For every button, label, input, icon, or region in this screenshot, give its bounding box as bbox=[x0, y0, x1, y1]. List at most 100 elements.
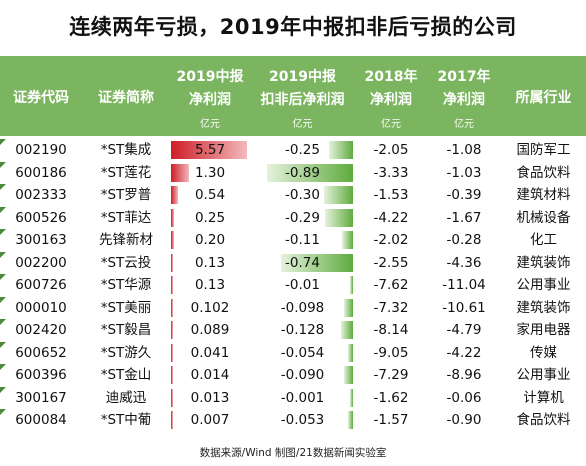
row-marker-icon bbox=[0, 139, 6, 145]
cell-industry: 建筑材料 bbox=[516, 187, 571, 203]
header-code: 证券代码 bbox=[13, 90, 69, 106]
cell-industry: 计算机 bbox=[523, 389, 564, 406]
net2019-bar bbox=[171, 343, 173, 362]
cell-name: *ST华源 bbox=[100, 277, 152, 293]
cell-net2018: -2.02 bbox=[373, 232, 409, 248]
table-row: 002190 *ST集成 5.57 -0.25 -2.05 -1.08 国防军工 bbox=[0, 139, 586, 162]
cell-industry: 建筑装饰 bbox=[516, 299, 571, 316]
cell-industry: 食品饮料 bbox=[516, 164, 571, 181]
ded2019-bar bbox=[324, 208, 353, 227]
table-row: 002200 *ST云投 0.13 -0.74 -2.55 -4.36 建筑装饰 bbox=[0, 251, 586, 275]
cell-ded2019: -0.001 bbox=[280, 389, 325, 406]
net2019-bar bbox=[171, 208, 175, 227]
ded2019-bar bbox=[342, 231, 353, 249]
row-marker-icon bbox=[0, 274, 6, 280]
table-row: 600396 *ST金山 0.014 -0.090 -7.29 -8.96 公用事业 bbox=[0, 364, 586, 387]
cell-code: 002333 bbox=[15, 187, 67, 203]
cell-ded2019: -0.30 bbox=[285, 187, 320, 203]
net2019-bar bbox=[171, 366, 173, 384]
cell-net2017: -0.39 bbox=[446, 187, 482, 203]
ded2019-bar bbox=[267, 163, 353, 182]
row-marker-icon bbox=[0, 364, 6, 370]
cell-net2019: 0.25 bbox=[194, 209, 226, 226]
cell-ded2019: -0.25 bbox=[285, 142, 320, 158]
cell-industry: 食品饮料 bbox=[516, 412, 571, 428]
table-row: 300167 迪威迅 0.013 -0.001 -1.62 -0.06 计算机 bbox=[0, 386, 586, 410]
cell-net2019: 0.014 bbox=[190, 367, 230, 383]
cell-name: *ST菲达 bbox=[100, 209, 152, 226]
cell-code: 002420 bbox=[15, 322, 67, 338]
cell-industry: 公用事业 bbox=[516, 277, 571, 293]
net2019-bar bbox=[171, 411, 173, 429]
header-ded2019: 2019中报 扣非后净利润 亿元 bbox=[260, 69, 345, 130]
header-industry: 所属行业 bbox=[515, 90, 572, 106]
net2019-bar bbox=[171, 253, 173, 272]
cell-ded2019: -0.098 bbox=[280, 299, 325, 316]
cell-industry: 传媒 bbox=[530, 344, 557, 361]
row-marker-icon bbox=[0, 161, 6, 168]
cell-name: *ST游久 bbox=[100, 344, 152, 361]
cell-industry: 建筑装饰 bbox=[516, 254, 571, 271]
ded2019-bar bbox=[281, 253, 353, 272]
cell-net2018: -9.05 bbox=[373, 344, 409, 361]
cell-net2018: -7.29 bbox=[373, 367, 409, 383]
cell-net2017: -11.04 bbox=[442, 277, 486, 293]
cell-net2019: 0.089 bbox=[190, 322, 230, 338]
cell-industry: 化工 bbox=[530, 232, 557, 248]
cell-name: *ST美丽 bbox=[100, 299, 152, 316]
ded2019-bar bbox=[328, 141, 353, 159]
cell-net2017: -0.06 bbox=[446, 389, 482, 406]
cell-net2017: -4.79 bbox=[446, 322, 482, 338]
cell-net2019: 0.13 bbox=[194, 277, 226, 293]
table-row: 300163 先锋新材 0.20 -0.11 -2.02 -0.28 化工 bbox=[0, 229, 586, 252]
cell-ded2019: -0.11 bbox=[285, 232, 320, 248]
cell-net2019: 0.54 bbox=[194, 187, 226, 203]
cell-name: *ST罗普 bbox=[100, 187, 152, 203]
ded2019-bar bbox=[324, 186, 353, 204]
table-row: 600726 *ST华源 0.13 -0.01 -7.62 -11.04 公用事业 bbox=[0, 274, 586, 297]
net2019-bar bbox=[171, 321, 173, 339]
cell-net2018: -2.55 bbox=[373, 254, 409, 271]
cell-code: 600726 bbox=[15, 277, 67, 293]
cell-net2018: -3.33 bbox=[373, 164, 409, 181]
cell-net2017: -10.61 bbox=[442, 299, 486, 316]
cell-net2017: -1.67 bbox=[446, 209, 482, 226]
row-marker-icon bbox=[0, 251, 6, 258]
cell-industry: 国防军工 bbox=[516, 142, 571, 158]
ded2019-bar bbox=[344, 366, 353, 384]
row-marker-icon bbox=[0, 409, 6, 415]
row-marker-icon bbox=[0, 319, 6, 325]
cell-net2019: 0.20 bbox=[194, 232, 226, 248]
table-row: 002333 *ST罗普 0.54 -0.30 -1.53 -0.39 建筑材料 bbox=[0, 184, 586, 207]
ded2019-bar bbox=[347, 411, 353, 429]
ded2019-bar bbox=[350, 388, 353, 407]
table-header: 证券代码 证券简称 2019中报 净利润 亿元 2019中报 扣非后净利润 亿元… bbox=[0, 56, 586, 136]
ded2019-bar bbox=[350, 276, 353, 294]
ded2019-bar bbox=[343, 298, 353, 317]
cell-ded2019: -0.053 bbox=[280, 412, 325, 428]
cell-name: *ST毅昌 bbox=[100, 322, 152, 338]
cell-net2017: -1.08 bbox=[446, 142, 482, 158]
cell-code: 002200 bbox=[15, 254, 67, 271]
cell-ded2019: -0.128 bbox=[280, 322, 325, 338]
cell-net2017: -4.36 bbox=[446, 254, 482, 271]
header-name: 证券简称 bbox=[98, 90, 154, 106]
cell-net2017: -1.03 bbox=[446, 164, 482, 181]
cell-net2018: -1.57 bbox=[373, 412, 409, 428]
cell-name: *ST中葡 bbox=[100, 412, 152, 428]
cell-name: 先锋新材 bbox=[99, 232, 153, 248]
cell-ded2019: -0.01 bbox=[285, 277, 320, 293]
cell-net2018: -1.62 bbox=[373, 389, 409, 406]
net2019-bar bbox=[171, 276, 173, 294]
cell-net2017: -8.96 bbox=[446, 367, 482, 383]
row-marker-icon bbox=[0, 296, 6, 303]
cell-name: *ST金山 bbox=[100, 367, 152, 383]
net2019-bar bbox=[171, 298, 173, 317]
table-row: 002420 *ST毅昌 0.089 -0.128 -8.14 -4.79 家用电器 bbox=[0, 319, 586, 342]
cell-ded2019: -0.090 bbox=[280, 367, 325, 383]
net2019-bar bbox=[171, 163, 189, 182]
cell-net2017: -4.22 bbox=[446, 344, 482, 361]
cell-code: 600084 bbox=[15, 412, 67, 428]
cell-ded2019: -0.054 bbox=[280, 344, 325, 361]
cell-name: *ST云投 bbox=[100, 254, 152, 271]
